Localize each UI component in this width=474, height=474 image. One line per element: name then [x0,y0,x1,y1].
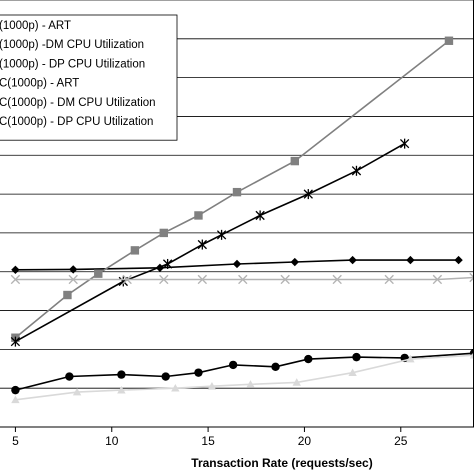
point-4-7 [304,354,313,364]
point-4-2 [117,370,126,379]
point-3-6 [280,274,290,285]
series-2 [10,138,410,347]
point-1-3 [130,246,140,255]
point-2-3 [197,239,207,250]
point-3-8 [384,274,394,285]
legend-box [0,14,178,141]
point-4-3 [161,372,170,381]
point-3-1 [68,274,78,285]
legend-entry-3: C(1000p) - ART [0,78,79,90]
point-0-1 [69,265,78,274]
point-3-3 [159,274,169,285]
x-tick-label-1: 10 [105,434,119,448]
series-layer [10,36,474,404]
series-0 [11,255,463,274]
point-5-7 [348,368,357,377]
point-2-4 [216,229,227,240]
point-2-7 [351,165,362,176]
series-1 [11,36,454,342]
legend-entry-4: C(1000p) - DM CPU Utilization [0,97,156,109]
point-0-5 [348,255,357,265]
x-tick-label-4: 25 [394,434,408,448]
point-5-4 [207,382,217,390]
point-2-5 [255,210,265,221]
x-axis-title: Transaction Rate (requests/sec) [191,456,372,470]
x-tick-label-2: 15 [201,434,215,448]
series-3 [10,272,474,285]
point-2-2 [162,258,173,269]
legend-entry-0: (1000p) - ART [0,20,71,32]
point-1-2 [94,269,103,278]
point-3-7 [332,274,342,285]
point-5-6 [292,378,301,386]
point-5-2 [117,385,126,394]
series-4 [11,349,474,395]
legend-entry-5: C(1000p) - DP CPU Utilization [0,116,153,128]
legend: (1000p) - ART (1000p) -DM CPU Utilization… [0,14,178,141]
point-4-6 [271,362,280,372]
point-0-3 [232,259,242,269]
point-5-8 [406,354,415,363]
point-4-8 [352,352,361,362]
point-5-3 [171,383,180,392]
point-5-9 [469,350,474,359]
point-1-6 [232,187,242,197]
point-4-0 [11,385,20,395]
point-1-7 [290,156,300,166]
series-line-0 [15,259,459,271]
point-2-0 [10,336,21,347]
point-0-6 [406,255,415,265]
series-5 [11,350,474,404]
point-3-5 [238,274,248,285]
point-4-5 [228,360,238,370]
point-4-1 [65,372,74,381]
point-0-0 [11,265,20,274]
point-5-5 [246,380,255,388]
point-3-2 [122,274,132,285]
point-3-4 [197,274,208,285]
series-line-2 [15,142,405,343]
point-0-4 [290,257,300,267]
point-5-0 [11,395,20,404]
point-3-10 [469,272,474,283]
point-1-4 [159,228,168,238]
point-0-7 [454,255,463,265]
x-ticks: 5 10 15 20 25 [12,427,408,448]
point-2-6 [303,189,313,200]
point-3-9 [432,274,443,285]
point-1-8 [444,36,454,45]
series-line-5 [15,354,474,401]
x-tick-label-0: 5 [12,434,19,448]
point-1-5 [194,211,203,220]
point-4-4 [194,368,203,377]
point-5-1 [72,387,82,396]
legend-entry-1: (1000p) -DM CPU Utilization [0,39,144,51]
point-3-0 [10,274,21,285]
point-2-8 [399,138,410,149]
x-tick-label-3: 20 [298,434,312,448]
legend-entry-2: (1000p) - DP CPU Utilization [0,58,145,70]
point-1-1 [63,290,72,300]
